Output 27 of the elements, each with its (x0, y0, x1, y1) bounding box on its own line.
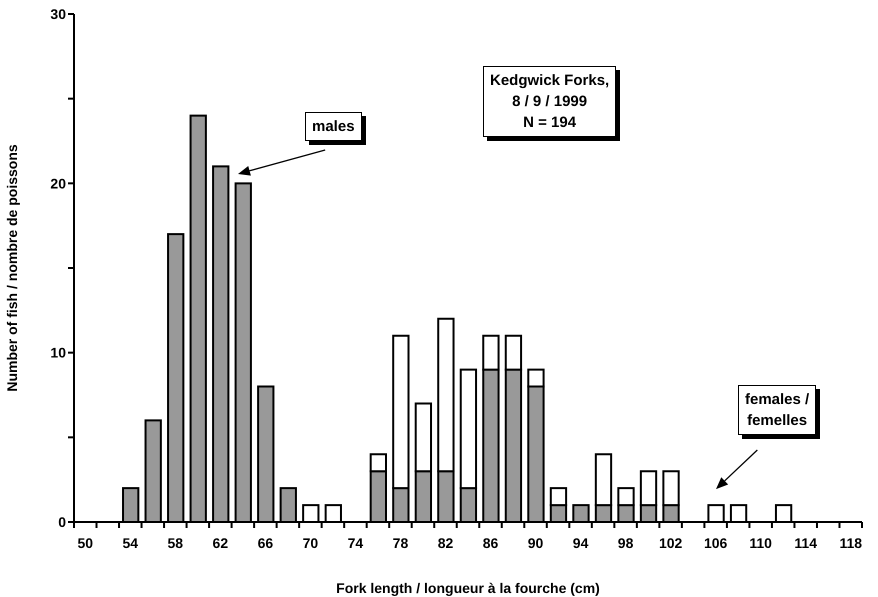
text: males (312, 117, 355, 137)
x-tick-label: 78 (392, 535, 408, 551)
x-tick-label: 102 (658, 535, 683, 551)
x-tick-label: 90 (528, 535, 544, 551)
x-axis-title: Fork length / longueur à la fourche (cm) (336, 580, 600, 596)
x-tick-label: 54 (122, 535, 138, 551)
x-tick-label: 70 (302, 535, 318, 551)
x-tick-label: 106 (704, 535, 728, 551)
x-tick-label: 86 (482, 535, 499, 551)
x-tick-label: 62 (212, 535, 228, 551)
text: females / femelles (745, 390, 810, 431)
x-tick-label: 94 (572, 535, 589, 551)
x-tick-label: 74 (348, 535, 364, 551)
x-tick-label: 58 (168, 535, 184, 551)
y-tick-label: 20 (50, 175, 66, 192)
x-tick-label: 98 (618, 535, 634, 551)
x-tick-label: 118 (839, 535, 862, 551)
y-tick-label: 10 (50, 344, 66, 361)
x-tick-label: 50 (77, 535, 94, 551)
annotation: Kedgwick Forks, 8 / 9 / 1999 N = 194 (490, 71, 610, 133)
x-tick-label: 66 (258, 535, 274, 551)
x-tick-label: 110 (749, 535, 772, 551)
y-tick-label: 30 (50, 6, 66, 22)
y-axis-title: Number of fish / nombre de poissons (4, 144, 20, 392)
x-tick-label: 114 (794, 535, 818, 551)
y-tick-label: 0 (58, 514, 66, 530)
x-tick-label: 82 (438, 535, 454, 551)
